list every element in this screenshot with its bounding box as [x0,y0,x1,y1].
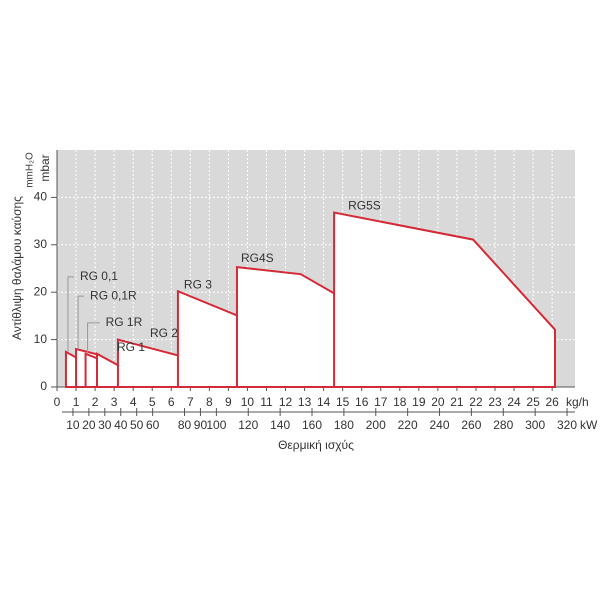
working-field [333,211,557,388]
x-tick-label: 8 [206,395,213,409]
x2-tick-label: 240 [430,418,450,432]
x-tick-label: 10 [241,395,255,409]
y-tick-label: 20 [34,284,48,298]
x2-tick-label: 30 [98,418,112,432]
x-tick-label: 0 [54,395,61,409]
x-tick-label: 14 [317,395,331,409]
x2-tick-label: 160 [302,418,322,432]
leader-line [87,322,100,354]
x-tick-label: 15 [336,395,350,409]
x-axis-title: Θερμική ισχύς [278,438,354,452]
x2-tick-label: 320 [557,418,577,432]
x2-tick-label: 140 [270,418,290,432]
x-tick-label: 24 [507,395,521,409]
x-tick-label: 1 [73,395,80,409]
y-unit-2: mbar [38,154,52,181]
x-tick-label: 13 [298,395,312,409]
x-tick-label: 3 [111,395,118,409]
series-label: RG 1 [117,340,145,354]
x2-tick-label: 120 [238,418,258,432]
leader-line [67,276,74,352]
x-unit: kg/h [566,395,589,409]
series-label: RG 0,1R [90,288,137,302]
x-tick-label: 25 [526,395,540,409]
y-tick-label: 0 [40,379,47,393]
x-tick-label: 12 [279,395,293,409]
x-tick-label: 7 [187,395,194,409]
y-axis-title: Αντίθλιψη θαλάμου καύσης [10,196,24,340]
x-tick-label: 16 [355,395,369,409]
x2-tick-label: 260 [461,418,481,432]
series-label: RG 2 [150,326,178,340]
series-label: RG 0,1 [80,269,118,283]
x-tick-label: 6 [168,395,175,409]
x2-tick-label: 80 [178,418,192,432]
x2-tick-label: 280 [493,418,513,432]
x2-unit: kW [580,418,598,432]
y-tick-label: 40 [34,190,48,204]
x-tick-label: 4 [130,395,137,409]
x2-tick-label: 200 [366,418,386,432]
x-tick-label: 23 [488,395,502,409]
series-label: RG5S [348,199,381,213]
x2-tick-label: 90 [194,418,208,432]
x-tick-label: 17 [374,395,388,409]
x-tick-label: 11 [260,395,273,409]
x2-tick-label: 220 [398,418,418,432]
x-tick-label: 22 [469,395,483,409]
series-label: RG 3 [184,277,212,291]
x2-tick-label: 50 [130,418,144,432]
x2-tick-label: 20 [82,418,96,432]
x2-tick-label: 10 [66,418,80,432]
leader-line [77,295,85,350]
x2-tick-label: 100 [206,418,226,432]
x-tick-label: 20 [431,395,445,409]
x-tick-label: 26 [545,395,559,409]
x-tick-label: 18 [393,395,407,409]
y-tick-label: 30 [34,237,48,251]
series-label: RG 1R [106,315,143,329]
x-tick-label: 21 [450,395,464,409]
series-label: RG4S [241,251,274,265]
x-tick-label: 5 [149,395,156,409]
x2-tick-label: 300 [525,418,545,432]
y-unit: mmH₂O [25,152,36,188]
y-tick-label: 10 [34,332,48,346]
x-tick-label: 19 [412,395,426,409]
x2-tick-label: 40 [114,418,128,432]
x-tick-label: 9 [225,395,232,409]
x2-tick-label: 180 [334,418,354,432]
x2-tick-label: 60 [146,418,160,432]
x-tick-label: 2 [92,395,99,409]
